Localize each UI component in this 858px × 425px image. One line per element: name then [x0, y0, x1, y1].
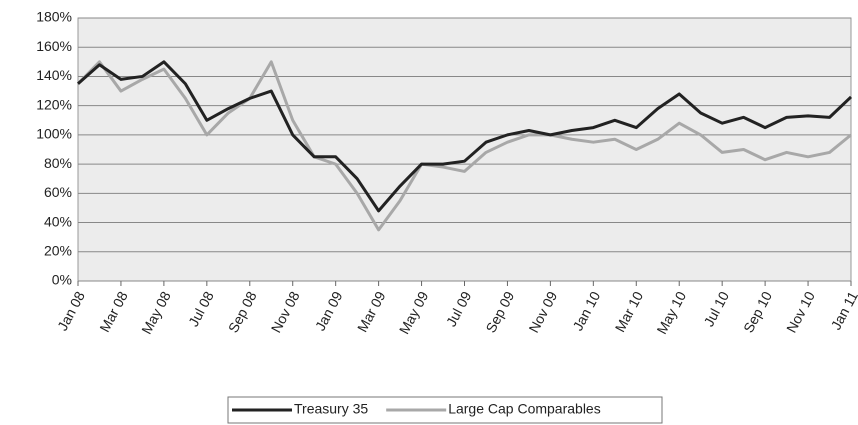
series-line: [77, 60, 853, 213]
y-tick-label: 100%: [36, 126, 72, 142]
x-tick-label: Sep 10: [740, 288, 775, 335]
x-tick-label: Nov 08: [268, 288, 303, 335]
y-tick-label: 80%: [44, 155, 72, 171]
x-tick-label: Jan 10: [569, 288, 603, 333]
legend-label: Large Cap Comparables: [448, 401, 601, 417]
x-tick-label: Mar 08: [96, 288, 131, 334]
x-tick-label: Jan 11: [828, 288, 858, 332]
y-tick-label: 0%: [52, 272, 72, 288]
x-tick-label: Sep 09: [482, 288, 517, 335]
x-tick-label: Jan 09: [312, 288, 346, 333]
y-tick-label: 180%: [36, 9, 72, 25]
x-tick-label: May 10: [653, 288, 689, 336]
y-tick-label: 60%: [44, 184, 72, 200]
x-tick-label: May 08: [138, 288, 174, 336]
x-tick-label: Nov 09: [525, 288, 560, 335]
x-tick-label: Jul 10: [700, 288, 732, 329]
series-line: [76, 60, 852, 232]
x-tick-label: Nov 10: [783, 288, 818, 335]
y-tick-label: 140%: [36, 67, 72, 83]
y-tick-label: 160%: [36, 38, 72, 54]
x-tick-label: Jan 08: [54, 288, 88, 333]
plot-area: [77, 17, 852, 282]
y-tick-label: 120%: [36, 96, 72, 112]
x-tick-label: May 09: [396, 288, 432, 336]
y-tick-label: 20%: [44, 242, 72, 258]
legend-label: Treasury 35: [294, 401, 368, 417]
y-tick-label: 40%: [44, 213, 72, 229]
x-tick-label: Sep 08: [225, 288, 260, 335]
x-tick-label: Jul 08: [185, 288, 217, 329]
x-tick-label: Mar 10: [612, 288, 647, 334]
x-tick-label: Jul 09: [443, 288, 475, 329]
x-tick-label: Mar 09: [354, 288, 389, 334]
